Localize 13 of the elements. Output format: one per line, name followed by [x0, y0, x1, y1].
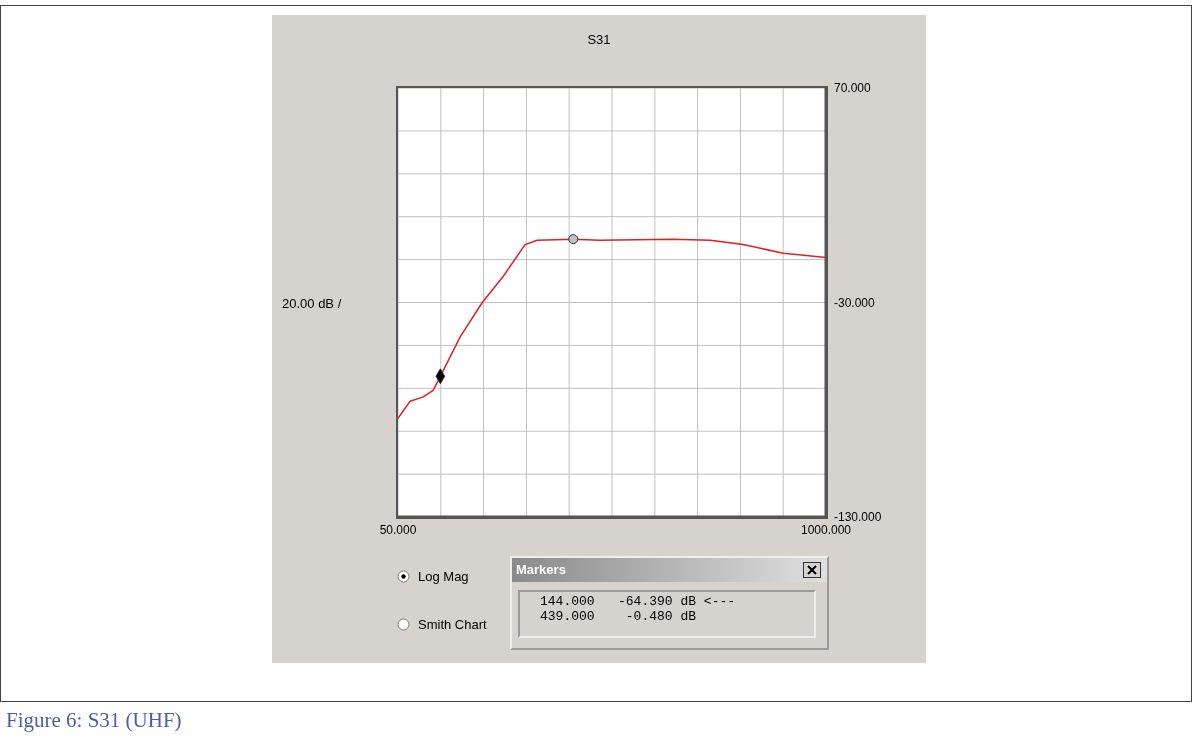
- text: 439.000 -0.480 dB: [540, 609, 698, 624]
- y-axis-title: 20.00 dB /: [282, 296, 342, 311]
- caption: Figure 6: S31 (UHF): [6, 708, 182, 733]
- text: Markers: [512, 558, 827, 582]
- x-tick-label: 1000.000: [800, 522, 852, 537]
- y-tick-label: -30.000: [834, 295, 876, 310]
- chart-title: S31: [586, 32, 612, 47]
- y-tick-label: 70.000: [834, 81, 872, 96]
- text: 144.000 -64.390 dB <---: [540, 594, 737, 609]
- text: Smith Chart: [418, 617, 487, 632]
- text: Log Mag: [418, 569, 469, 584]
- y-tick-label: -130.000: [834, 510, 882, 525]
- x-tick-label: 50.000: [379, 522, 417, 537]
